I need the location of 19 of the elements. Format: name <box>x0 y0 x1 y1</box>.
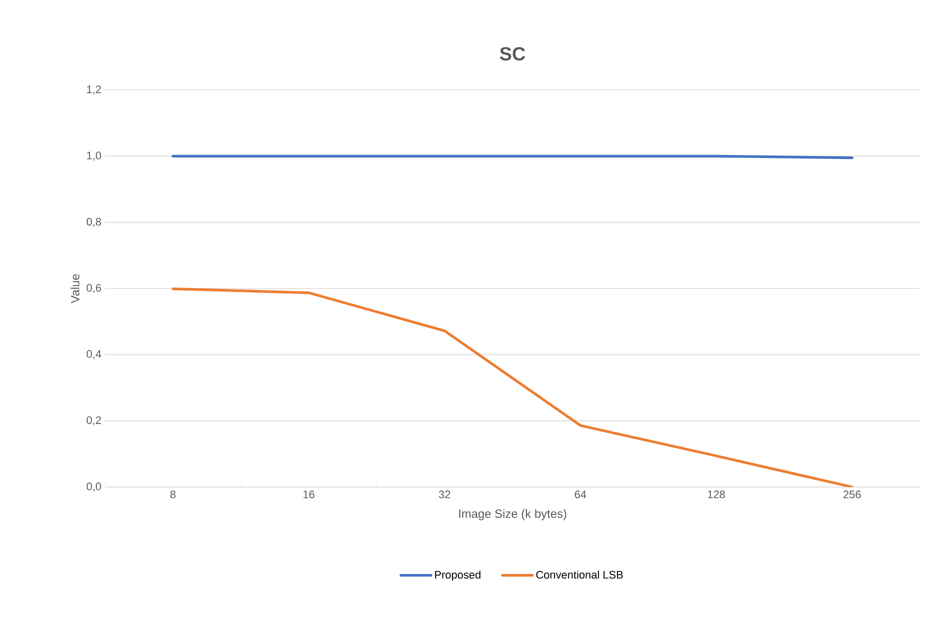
x-axis-title: Image Size (k bytes) <box>459 509 566 520</box>
x-tick-label: 8 <box>170 490 176 498</box>
chart-title: SC <box>500 47 526 60</box>
y-tick-label: 1,2 <box>87 85 101 95</box>
x-tick-label: 128 <box>708 490 725 498</box>
x-tick-label: 64 <box>574 490 586 498</box>
x-tick-label: 256 <box>843 490 861 498</box>
y-tick-label: 0,8 <box>86 218 101 227</box>
y-tick-label: 0,6 <box>86 284 101 294</box>
y-tick-label: 0,2 <box>86 416 101 426</box>
y-axis-title: Value <box>70 274 80 304</box>
y-tick-label: 0,4 <box>86 350 102 360</box>
line-series <box>172 288 854 487</box>
legend-label: Conventional LSB <box>536 570 623 579</box>
legend-label: Proposed <box>435 570 480 581</box>
y-tick-label: 0,0 <box>86 482 102 492</box>
x-tick-label: 32 <box>438 490 450 498</box>
x-tick-label: 16 <box>303 490 314 498</box>
y-tick-label: 1,0 <box>87 152 102 161</box>
